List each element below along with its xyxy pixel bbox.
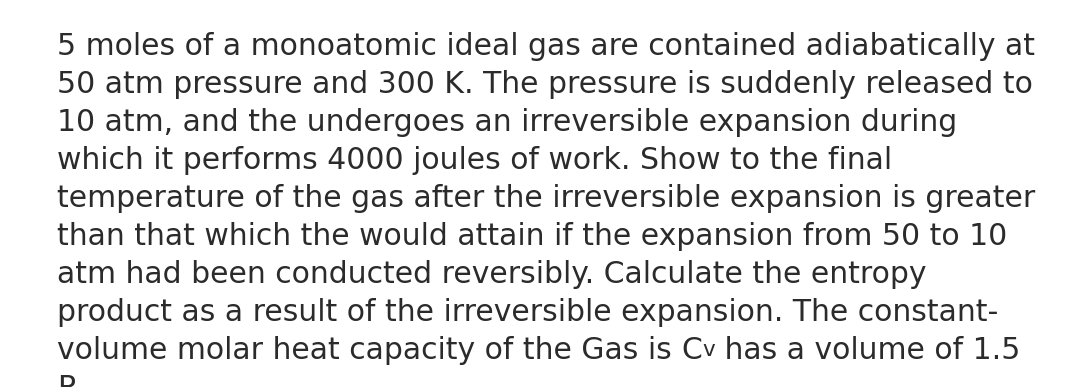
Text: 5 moles of a monoatomic ideal gas are contained adiabatically at: 5 moles of a monoatomic ideal gas are co… [57,32,1035,61]
Text: product as a result of the irreversible expansion. The constant-: product as a result of the irreversible … [57,298,998,327]
Text: v: v [702,341,715,361]
Text: atm had been conducted reversibly. Calculate the entropy: atm had been conducted reversibly. Calcu… [57,260,927,289]
Text: 10 atm, and the undergoes an irreversible expansion during: 10 atm, and the undergoes an irreversibl… [57,108,957,137]
Text: than that which the would attain if the expansion from 50 to 10: than that which the would attain if the … [57,222,1008,251]
Text: which it performs 4000 joules of work. Show to the final: which it performs 4000 joules of work. S… [57,146,892,175]
Text: temperature of the gas after the irreversible expansion is greater: temperature of the gas after the irrever… [57,184,1036,213]
Text: has a volume of 1.5: has a volume of 1.5 [715,336,1021,365]
Text: volume molar heat capacity of the Gas is: volume molar heat capacity of the Gas is [57,336,681,365]
Text: 50 atm pressure and 300 K. The pressure is suddenly released to: 50 atm pressure and 300 K. The pressure … [57,70,1032,99]
Text: C: C [681,336,702,365]
Text: R.: R. [57,374,86,387]
